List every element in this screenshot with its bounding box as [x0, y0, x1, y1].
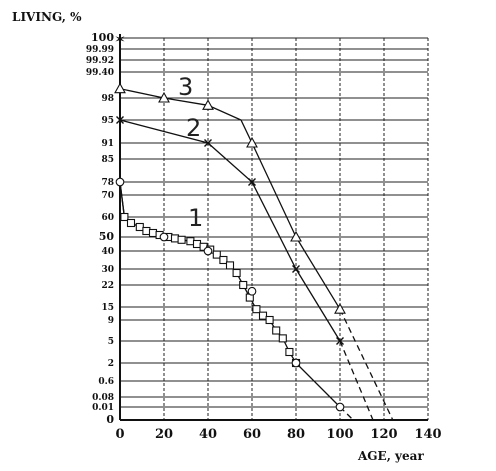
grid [120, 37, 429, 421]
data-point-square [177, 235, 186, 244]
data-point-square [285, 347, 294, 357]
data-point-cross [204, 139, 212, 147]
series-line-tail [295, 362, 341, 408]
y-tick-label: 5 [108, 337, 114, 347]
y-tick-label: 0.6 [98, 377, 114, 387]
data-point-square [186, 237, 195, 246]
y-tick-label: 0.08 [92, 393, 114, 403]
series-extension [339, 308, 394, 421]
data-point-square [278, 334, 287, 343]
y-tick-label: 78 [101, 178, 114, 188]
y-tick-label: 0 [106, 413, 114, 426]
data-point-square [258, 311, 268, 320]
data-point-square [135, 222, 144, 232]
x-tick-label: 60 [243, 427, 261, 442]
y-tick-label: 95 [101, 116, 114, 126]
y-tick-label: 2 [108, 359, 114, 369]
data-point-square [126, 218, 136, 228]
x-tick-label: 0 [115, 427, 124, 442]
data-point-triangle [202, 99, 214, 110]
data-point-square [232, 268, 241, 278]
y-tick-label: 85 [101, 155, 114, 165]
axes: ✶ [114, 32, 428, 421]
data-point-square [148, 228, 158, 238]
data-point-cross [336, 337, 344, 345]
data-point-cross [292, 265, 300, 273]
x-tick-label: 40 [199, 427, 217, 442]
x-tick-label: 80 [287, 427, 305, 442]
y-tick-label: 99.99 [86, 45, 114, 55]
y-tick-label: 99.92 [86, 56, 114, 66]
y-tick-label: 0.01 [92, 403, 114, 413]
curve-label-1: 1 [188, 204, 203, 232]
y-tick-labels: 10099.9999.9299.409895918578706050403022… [86, 31, 115, 426]
data-point-square [219, 255, 228, 265]
curve-labels: 1 2 3 [178, 73, 203, 232]
data-point-circle [203, 246, 213, 256]
series-line [119, 38, 341, 310]
data-point-square [212, 250, 221, 259]
x-tick-label: 120 [370, 427, 397, 442]
x-tick-label: 100 [326, 427, 353, 442]
data-point-square [170, 234, 180, 243]
y-tick-label: 50 [99, 230, 115, 243]
data-point-cross [116, 116, 124, 124]
data-point-triangle [334, 303, 346, 314]
y-tick-label: 98 [101, 94, 114, 104]
y-tick-label: 40 [101, 247, 114, 257]
y-tick-label: 30 [101, 265, 114, 275]
data-point-square [192, 239, 202, 249]
data-point-triangle [290, 230, 302, 242]
data-point-circle [335, 402, 345, 412]
x-tick-label: 20 [155, 427, 173, 442]
series-1 [115, 38, 354, 421]
data-point-triangle [246, 136, 258, 148]
y-tick-label: 9 [108, 316, 114, 326]
x-axis-label: AGE, year [357, 449, 424, 463]
data-point-square [265, 315, 274, 325]
x-tick-labels: 0 20 40 60 80 100 120 140 [115, 427, 441, 442]
series-line [119, 38, 341, 342]
y-tick-label: 15 [101, 303, 114, 313]
data-point-square [239, 280, 248, 290]
y-tick-label: 22 [101, 281, 114, 291]
data-point-square [225, 261, 235, 270]
data-point-circle [291, 358, 301, 368]
x-tick-label: 140 [414, 427, 441, 442]
y-axis-label: LIVING, % [12, 10, 82, 24]
series [114, 38, 394, 421]
y-tick-label: 99.40 [86, 68, 114, 78]
y-tick-label: 100 [91, 31, 114, 44]
data-point-triangle [114, 82, 126, 94]
data-point-square [252, 305, 261, 314]
data-point-square [120, 212, 129, 222]
series-2 [116, 38, 374, 421]
data-point-circle [159, 232, 169, 242]
y-tick-label: 91 [101, 139, 114, 149]
curve-label-3: 3 [178, 73, 193, 101]
data-point-circle [115, 177, 125, 187]
data-point-square [272, 326, 281, 335]
y-tick-label: 70 [101, 191, 114, 201]
y-tick-label: 60 [101, 213, 114, 223]
data-point-square [142, 226, 151, 236]
series-3 [114, 38, 394, 421]
curve-label-2: 2 [186, 114, 201, 142]
data-point-triangle [158, 91, 170, 103]
data-point-circle [247, 286, 257, 296]
series-extension [339, 340, 374, 421]
data-point-cross [248, 178, 256, 186]
